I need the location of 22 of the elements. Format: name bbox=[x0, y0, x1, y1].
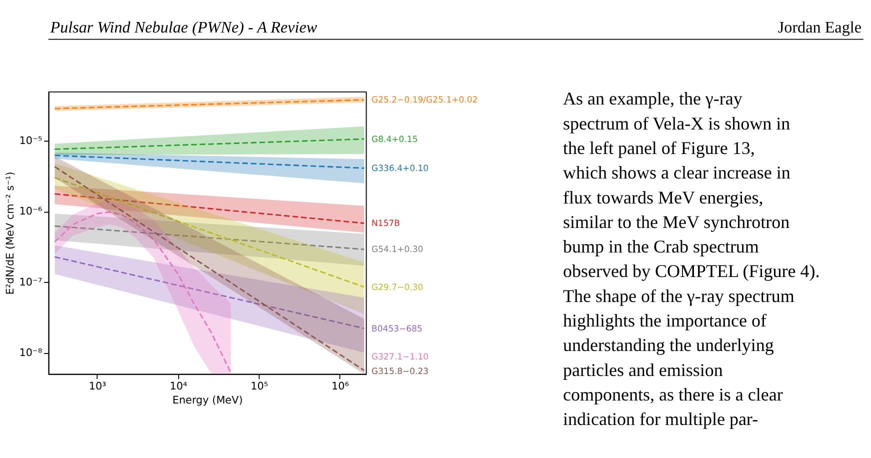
x-tick-label: 10⁴ bbox=[170, 380, 188, 393]
text: Jordan Eagle bbox=[778, 20, 862, 37]
series-label: G315.8−0.23 bbox=[372, 366, 429, 377]
y-tick-label: 10⁻⁵ bbox=[19, 135, 42, 148]
series-label: G336.4+0.10 bbox=[372, 164, 429, 174]
y-tick-label: 10⁻⁶ bbox=[19, 206, 42, 218]
y-tick-label: 10⁻⁸ bbox=[19, 346, 42, 359]
text: Pulsar Wind Nebulae (PWNe) - A Review bbox=[49, 20, 318, 37]
series-label: N157B bbox=[372, 219, 400, 230]
series-label: G8.4+0.15 bbox=[372, 134, 418, 145]
text: G327.1−1.10 bbox=[372, 352, 429, 363]
x-tick-label: 10³ bbox=[88, 380, 106, 393]
y-tick-label: 10⁻⁷ bbox=[19, 276, 42, 288]
series-label: G25.2−0.19/G25.1+0.02 bbox=[372, 96, 478, 106]
x-axis-title: Energy (MeV) bbox=[172, 394, 243, 407]
y-axis-title: E²dN/dE (MeV cm⁻² s⁻¹) bbox=[4, 172, 17, 295]
series-label: B0453−685 bbox=[372, 324, 422, 334]
text: As an example, the γ-ray spectrum of Vela-X is shown in the left panel of Figure 13, which shows a clear increase in flux towards MeV energies, similar to the MeV synchrotron bump in the Crab spectrum observed by COMPTEL (Figure 4). The shape of the γ-ray spectrum highlights the importance of understanding the underlying particles and emission components, as there is a clear indication for multiple par- bbox=[562, 88, 820, 430]
series-label: G29.7−0.30 bbox=[372, 282, 424, 293]
x-tick-label: 10⁵ bbox=[250, 380, 268, 393]
x-tick-label: 10⁶ bbox=[332, 380, 349, 393]
series-label: G54.1+0.30 bbox=[372, 245, 424, 256]
